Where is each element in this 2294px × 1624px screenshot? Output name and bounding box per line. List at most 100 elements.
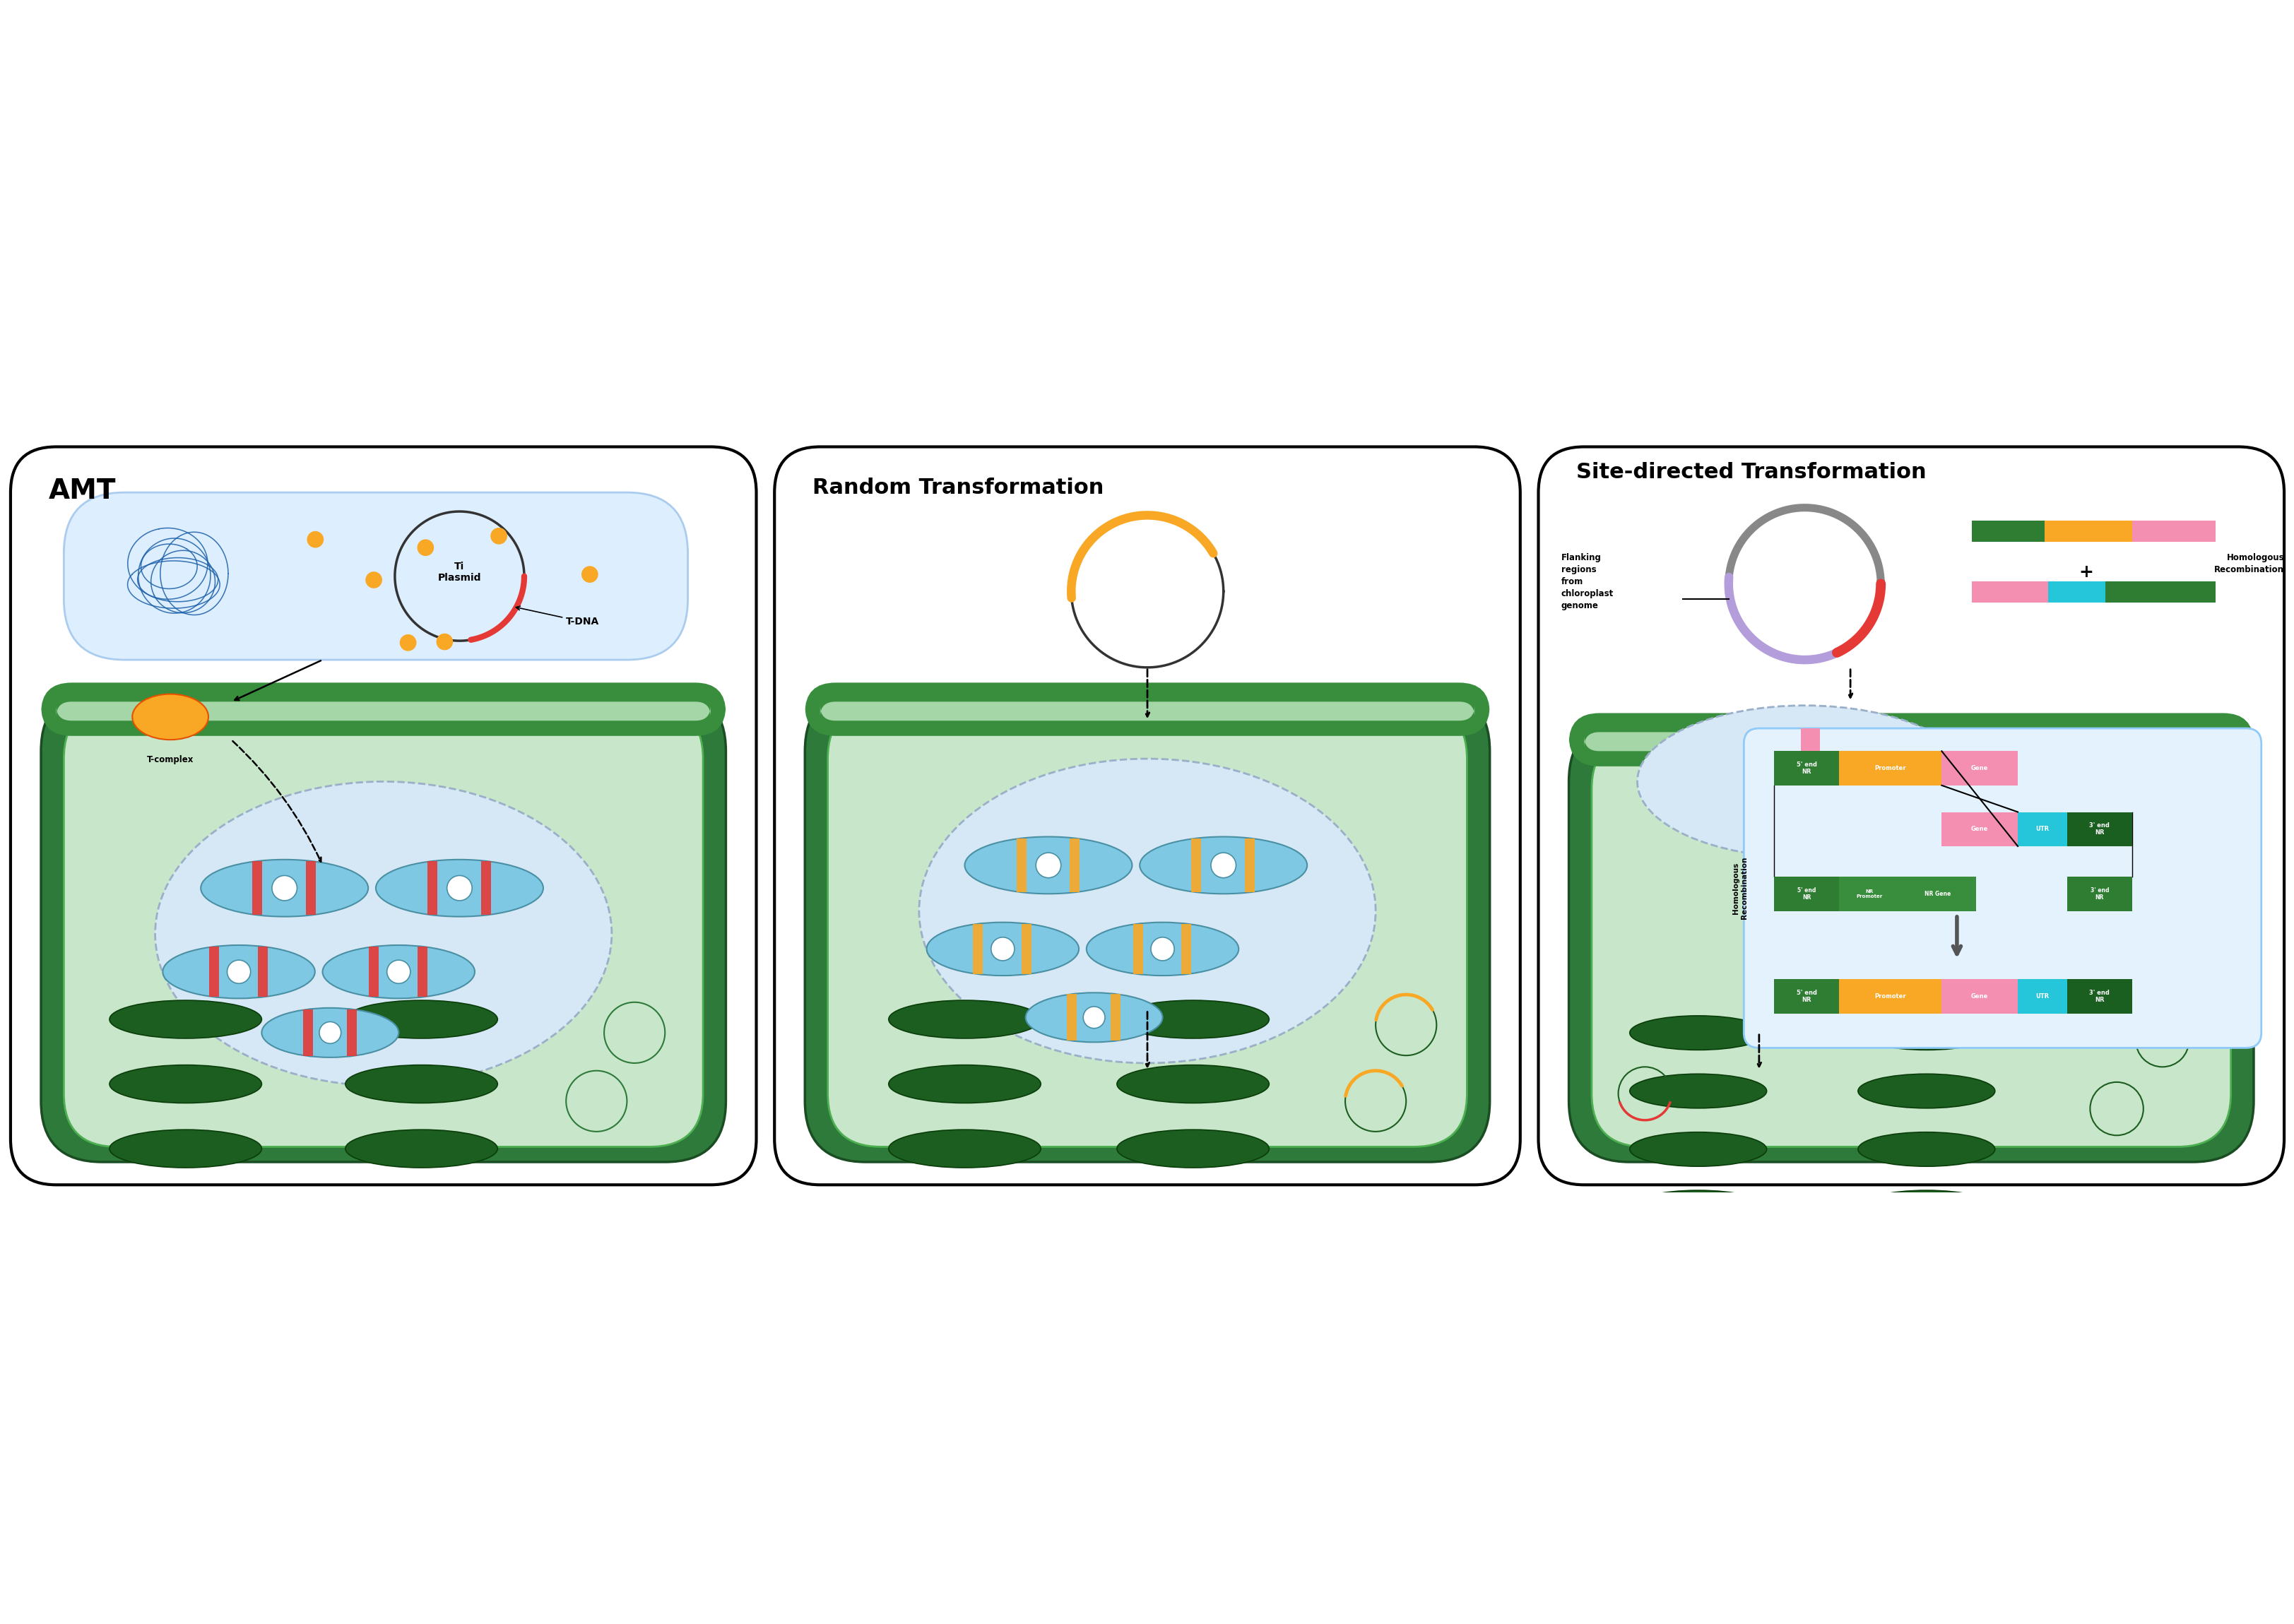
FancyBboxPatch shape — [55, 702, 711, 721]
Circle shape — [227, 960, 250, 984]
Ellipse shape — [963, 836, 1131, 893]
Text: Ti
Plasmid: Ti Plasmid — [438, 562, 482, 583]
Ellipse shape — [888, 1194, 1041, 1233]
Ellipse shape — [376, 859, 544, 916]
Ellipse shape — [346, 1065, 498, 1103]
FancyBboxPatch shape — [64, 705, 702, 1147]
Ellipse shape — [1629, 1073, 1766, 1108]
Text: 3' end
NR: 3' end NR — [2090, 887, 2108, 901]
Bar — [346, 1010, 356, 1056]
Circle shape — [1035, 853, 1060, 879]
Bar — [1069, 838, 1080, 892]
FancyBboxPatch shape — [805, 690, 1489, 1163]
Ellipse shape — [1117, 1130, 1269, 1168]
Bar — [305, 861, 317, 914]
Circle shape — [388, 960, 411, 984]
Text: Site-directed Transformation: Site-directed Transformation — [1576, 461, 1927, 482]
Bar — [1801, 728, 1819, 755]
Bar — [303, 1010, 312, 1056]
Text: T-DNA: T-DNA — [516, 606, 599, 627]
Bar — [252, 861, 262, 914]
Bar — [2067, 979, 2131, 1013]
FancyBboxPatch shape — [1569, 713, 2253, 767]
Bar — [2049, 581, 2104, 603]
Text: Gene: Gene — [1971, 765, 1989, 771]
Text: Gene: Gene — [1971, 827, 1989, 831]
Bar — [2067, 812, 2131, 846]
Bar — [1067, 994, 1076, 1041]
Bar — [369, 947, 379, 997]
Bar — [1837, 877, 1899, 911]
Text: Homologous
Recombination: Homologous Recombination — [1732, 857, 1748, 919]
Ellipse shape — [927, 922, 1078, 976]
Text: 5' end
NR: 5' end NR — [1796, 989, 1817, 1004]
Bar — [427, 861, 438, 914]
Ellipse shape — [1638, 705, 1971, 857]
Ellipse shape — [1025, 992, 1163, 1043]
Circle shape — [1083, 1007, 1106, 1028]
Ellipse shape — [1117, 1194, 1269, 1233]
FancyBboxPatch shape — [1743, 728, 2260, 1047]
Ellipse shape — [1117, 1065, 1269, 1103]
FancyBboxPatch shape — [775, 447, 1519, 1186]
Text: NR Gene: NR Gene — [1925, 890, 1950, 896]
Bar — [1016, 838, 1025, 892]
Bar — [2067, 877, 2131, 911]
Ellipse shape — [346, 1000, 498, 1038]
Text: UTR: UTR — [2035, 994, 2049, 1000]
Text: Flanking
regions
from
chloroplast
genome: Flanking regions from chloroplast genome — [1560, 554, 1613, 611]
Bar — [1837, 979, 1941, 1013]
Ellipse shape — [133, 693, 209, 739]
Ellipse shape — [1629, 1015, 1766, 1051]
Text: Homologous
Recombination: Homologous Recombination — [2214, 554, 2283, 575]
Text: Promoter: Promoter — [1874, 994, 1906, 1000]
Ellipse shape — [110, 1065, 262, 1103]
Circle shape — [399, 635, 415, 651]
Ellipse shape — [1629, 1132, 1766, 1166]
Bar — [1837, 752, 1941, 786]
Circle shape — [319, 1021, 342, 1044]
Text: 5' end
NR: 5' end NR — [1796, 762, 1817, 775]
Circle shape — [273, 875, 296, 901]
Circle shape — [365, 572, 383, 588]
Text: Promoter: Promoter — [1874, 765, 1906, 771]
Text: 5' end
NR: 5' end NR — [1796, 887, 1815, 901]
Bar — [1971, 581, 2049, 603]
Bar — [209, 947, 218, 997]
Bar — [1941, 812, 2016, 846]
Bar — [1773, 752, 1837, 786]
Circle shape — [1211, 853, 1236, 879]
Text: 3' end
NR: 3' end NR — [2090, 822, 2108, 836]
Ellipse shape — [888, 1065, 1041, 1103]
Text: Random Transformation: Random Transformation — [812, 477, 1103, 497]
Ellipse shape — [1629, 1190, 1766, 1224]
FancyBboxPatch shape — [828, 705, 1466, 1147]
FancyBboxPatch shape — [41, 690, 725, 1163]
Circle shape — [436, 633, 452, 650]
Ellipse shape — [1858, 1132, 1993, 1166]
Ellipse shape — [1858, 1190, 1993, 1224]
FancyBboxPatch shape — [1537, 447, 2283, 1186]
Ellipse shape — [920, 758, 1374, 1064]
Bar — [1971, 521, 2044, 542]
FancyBboxPatch shape — [11, 447, 757, 1186]
Bar — [257, 947, 268, 997]
Bar — [2104, 581, 2216, 603]
Ellipse shape — [1085, 922, 1239, 976]
Text: UTR: UTR — [2035, 827, 2049, 831]
Bar — [1941, 979, 2016, 1013]
Bar — [1133, 924, 1142, 974]
Bar — [1773, 979, 1837, 1013]
Ellipse shape — [1858, 1073, 1993, 1108]
FancyBboxPatch shape — [805, 682, 1489, 736]
FancyBboxPatch shape — [1592, 736, 2230, 1147]
Text: NR
Promoter: NR Promoter — [1856, 890, 1881, 898]
Bar — [1899, 877, 1975, 911]
Bar — [1246, 838, 1255, 892]
Ellipse shape — [110, 1194, 262, 1233]
FancyBboxPatch shape — [1583, 732, 2239, 752]
Bar — [418, 947, 427, 997]
Bar — [2016, 979, 2067, 1013]
Circle shape — [418, 539, 434, 555]
Text: +: + — [2078, 564, 2092, 581]
